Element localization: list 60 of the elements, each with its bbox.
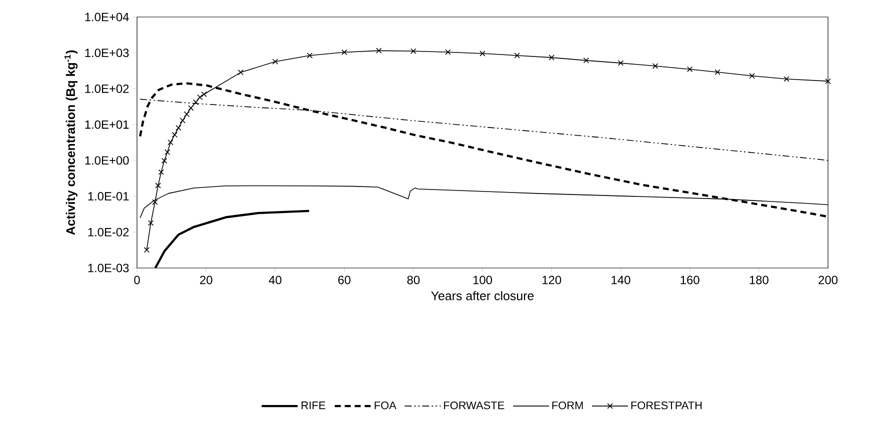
y-tick-label: 1.0E-01 (88, 192, 129, 201)
point (272, 58, 278, 64)
point (583, 58, 590, 64)
legend-label: FORESTPATH (631, 401, 702, 410)
x-tick-label: 20 (200, 276, 212, 284)
x-tick-label: 100 (473, 276, 492, 284)
point (306, 52, 313, 58)
x-tick-label: 120 (542, 276, 562, 284)
x-tick-label: 40 (268, 276, 282, 284)
point (176, 124, 182, 131)
legend-label: FOA (374, 401, 396, 410)
legend-label: FORWASTE (444, 401, 504, 410)
point (144, 247, 150, 253)
legend-label: RIFE (302, 402, 326, 410)
point (164, 149, 170, 156)
point (180, 118, 186, 124)
y-tick-label: 1.0E+03 (85, 48, 129, 58)
y-tick-label: 1.0E-03 (88, 264, 129, 272)
point (188, 105, 194, 111)
y-tick-label: 1.0E+00 (85, 156, 129, 165)
point (686, 66, 693, 72)
x-tick-label: 180 (750, 276, 768, 284)
point (514, 52, 520, 58)
point (197, 94, 203, 100)
point (152, 199, 158, 205)
point (184, 111, 190, 118)
point (161, 158, 168, 164)
x-tick-label: 60 (338, 276, 350, 284)
point (158, 169, 164, 176)
x-tick-label: 140 (612, 276, 630, 284)
point (749, 73, 755, 79)
point (341, 49, 348, 56)
point (148, 220, 154, 226)
y-tick-label: 1.0E-02 (88, 228, 129, 236)
x-tick-label: 80 (407, 276, 420, 284)
point (168, 139, 174, 146)
point (548, 54, 554, 60)
y-axis-title: Activity concentration (Bq kg$^{-1}$) (64, 50, 78, 235)
point (618, 60, 624, 66)
point (714, 69, 720, 75)
y-tick-label: 1.0E+01 (85, 120, 129, 129)
point (155, 182, 161, 188)
point (825, 78, 831, 84)
point (480, 50, 486, 56)
x-axis-title: Years after closure (431, 291, 534, 300)
point (652, 63, 658, 69)
x-tick-label: 0 (134, 276, 140, 284)
point (445, 49, 451, 55)
y-tick-label: 1.0E+04 (85, 12, 129, 22)
legend-label: FORM (552, 401, 583, 410)
point (172, 132, 178, 138)
point (410, 48, 416, 54)
point (376, 48, 382, 54)
point (201, 91, 207, 98)
y-tick-label: 1.0E+02 (85, 84, 129, 93)
point (238, 70, 244, 76)
point (192, 99, 199, 106)
point (784, 76, 790, 82)
x-tick-label: 200 (818, 276, 838, 284)
x-tick-label: 160 (680, 276, 700, 284)
